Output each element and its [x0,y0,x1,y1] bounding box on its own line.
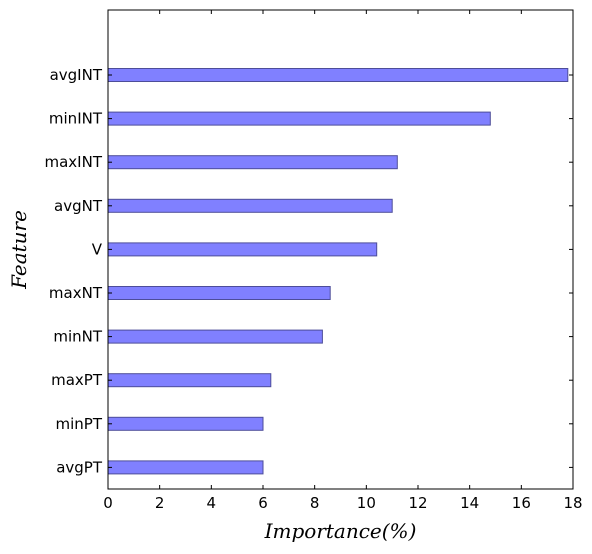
x-tick-label-8: 8 [310,494,320,512]
x-tick-label-0: 0 [103,494,113,512]
x-tick-label-18: 18 [563,494,582,512]
y-tick-label-minnt: minNT [53,328,103,346]
x-tick-label-14: 14 [460,494,479,512]
bar-minnt [107,329,323,344]
y-tick-label-avgint: avgINT [50,66,103,84]
y-tick-label-maxnt: maxNT [49,284,103,302]
y-tick-label-maxint: maxINT [45,153,103,171]
x-tick-label-12: 12 [408,494,427,512]
x-tick-label-6: 6 [258,494,268,512]
y-tick-label-minint: minINT [49,110,103,128]
x-tick-label-4: 4 [207,494,217,512]
y-tick-label-avgnt: avgNT [54,197,103,215]
bar-avgpt [107,460,264,475]
y-tick-label-avgpt: avgPT [56,458,103,476]
x-axis-title: Importance(%) [264,519,417,543]
x-tick-label-10: 10 [357,494,376,512]
bar-avgint [107,68,569,82]
x-tick-label-16: 16 [512,494,531,512]
bar-maxpt [107,373,272,388]
bar-maxnt [107,286,331,300]
y-tick-label-maxpt: maxPT [51,371,103,389]
y-axis-title: Feature [7,210,31,290]
x-ticks-group: 0 2 4 6 8 10 12 14 16 18 [103,10,583,512]
bar-v [107,242,378,257]
x-tick-label-2: 2 [155,494,165,512]
plot-frame [107,9,574,490]
bar-minint [107,111,491,126]
y-tick-label-v: V [92,240,103,258]
bar-avgnt [107,198,393,213]
bar-minpt [107,416,264,431]
y-tick-label-minpt: minPT [56,415,103,433]
bar-maxint [107,155,398,170]
